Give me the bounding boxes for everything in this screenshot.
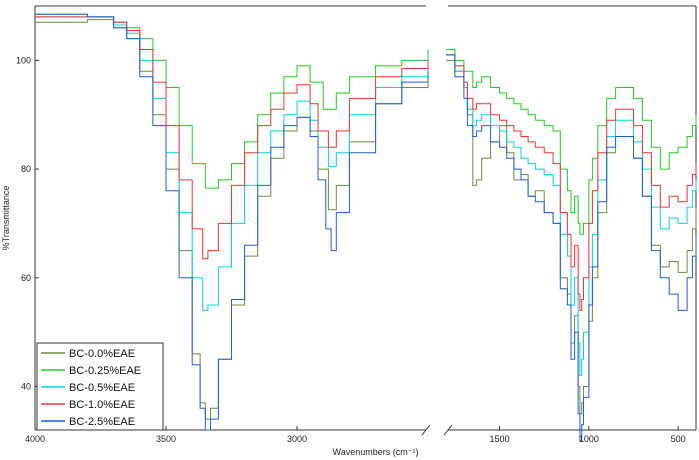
series-line-right bbox=[446, 54, 697, 377]
x-tick-label: 4000 bbox=[25, 434, 45, 444]
legend-entry: BC-0.5%EAE bbox=[69, 382, 135, 394]
x-tick-label: 1500 bbox=[490, 434, 510, 444]
x-tick-label: 3500 bbox=[156, 434, 176, 444]
ticks-layer: 40 60 80 100 4000 3500 3000 1500 1000 500 bbox=[16, 55, 686, 444]
y-tick-label: 60 bbox=[21, 273, 31, 283]
series-line-left bbox=[35, 13, 429, 189]
series-BC-1.0%EAE bbox=[35, 16, 697, 311]
series-BC-0.5%EAE bbox=[35, 16, 697, 377]
y-tick-label: 100 bbox=[16, 55, 31, 65]
x-tick-label: 1000 bbox=[579, 434, 599, 444]
y-tick-label: 80 bbox=[21, 164, 31, 174]
series-line-left bbox=[35, 16, 429, 311]
series-line-right bbox=[446, 54, 697, 442]
x-tick-label: 3000 bbox=[287, 434, 307, 444]
legend-entry: BC-2.5%EAE bbox=[69, 416, 135, 428]
series-line-left bbox=[35, 16, 429, 260]
x-tick-label: 500 bbox=[671, 434, 686, 444]
series-line-right bbox=[446, 49, 697, 235]
series-layer bbox=[35, 13, 697, 442]
legend-entry: BC-0.0%EAE bbox=[69, 348, 135, 360]
series-BC-0.25%EAE bbox=[35, 13, 697, 235]
series-line-right bbox=[446, 54, 697, 311]
axis-break-marks bbox=[421, 424, 453, 436]
series-line-left bbox=[35, 13, 429, 431]
x-axis-title: Wavenumbers (cm⁻¹) bbox=[333, 447, 419, 457]
series-BC-2.5%EAE bbox=[35, 13, 697, 442]
legend: BC-0.0%EAE BC-0.25%EAE BC-0.5%EAE BC-1.0%EA… bbox=[36, 342, 164, 431]
y-tick-label: 40 bbox=[21, 382, 31, 392]
y-axis-title: %Transmittance bbox=[1, 186, 11, 251]
legend-entry: BC-1.0%EAE bbox=[69, 399, 135, 411]
legend-entry: BC-0.25%EAE bbox=[69, 365, 141, 377]
